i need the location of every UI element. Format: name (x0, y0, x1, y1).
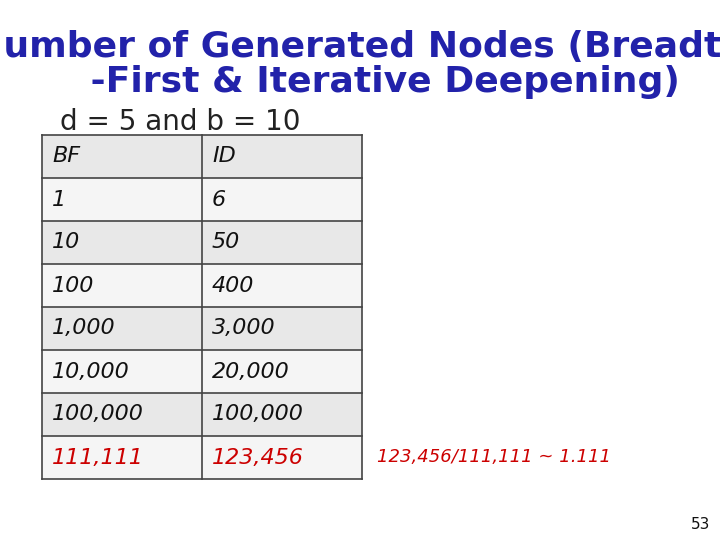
Text: 123,456/111,111 ~ 1.111: 123,456/111,111 ~ 1.111 (377, 449, 611, 467)
Text: 1: 1 (52, 190, 66, 210)
Text: 100,000: 100,000 (52, 404, 144, 424)
Text: 20,000: 20,000 (212, 361, 289, 381)
Bar (42, 178, 362, 221)
Text: 400: 400 (212, 275, 254, 295)
Bar (42, 135, 362, 178)
Text: 6: 6 (212, 190, 226, 210)
Bar (42, 221, 362, 264)
Text: 123,456: 123,456 (212, 448, 304, 468)
Bar (42, 307, 362, 350)
Text: ID: ID (212, 146, 235, 166)
Text: 10: 10 (52, 233, 80, 253)
Text: 111,111: 111,111 (52, 448, 144, 468)
Bar (42, 436, 362, 479)
Text: d = 5 and b = 10: d = 5 and b = 10 (60, 108, 300, 136)
Text: BF: BF (52, 146, 80, 166)
Bar (42, 350, 362, 393)
Text: 100,000: 100,000 (212, 404, 304, 424)
Text: 100: 100 (52, 275, 94, 295)
Text: 3,000: 3,000 (212, 319, 276, 339)
Text: 50: 50 (212, 233, 240, 253)
Text: Number of Generated Nodes (Breadth: Number of Generated Nodes (Breadth (0, 30, 720, 64)
Text: -First & Iterative Deepening): -First & Iterative Deepening) (40, 65, 680, 99)
Text: 53: 53 (690, 517, 710, 532)
Bar (42, 393, 362, 436)
Text: 1,000: 1,000 (52, 319, 116, 339)
Bar (42, 264, 362, 307)
Text: 10,000: 10,000 (52, 361, 130, 381)
